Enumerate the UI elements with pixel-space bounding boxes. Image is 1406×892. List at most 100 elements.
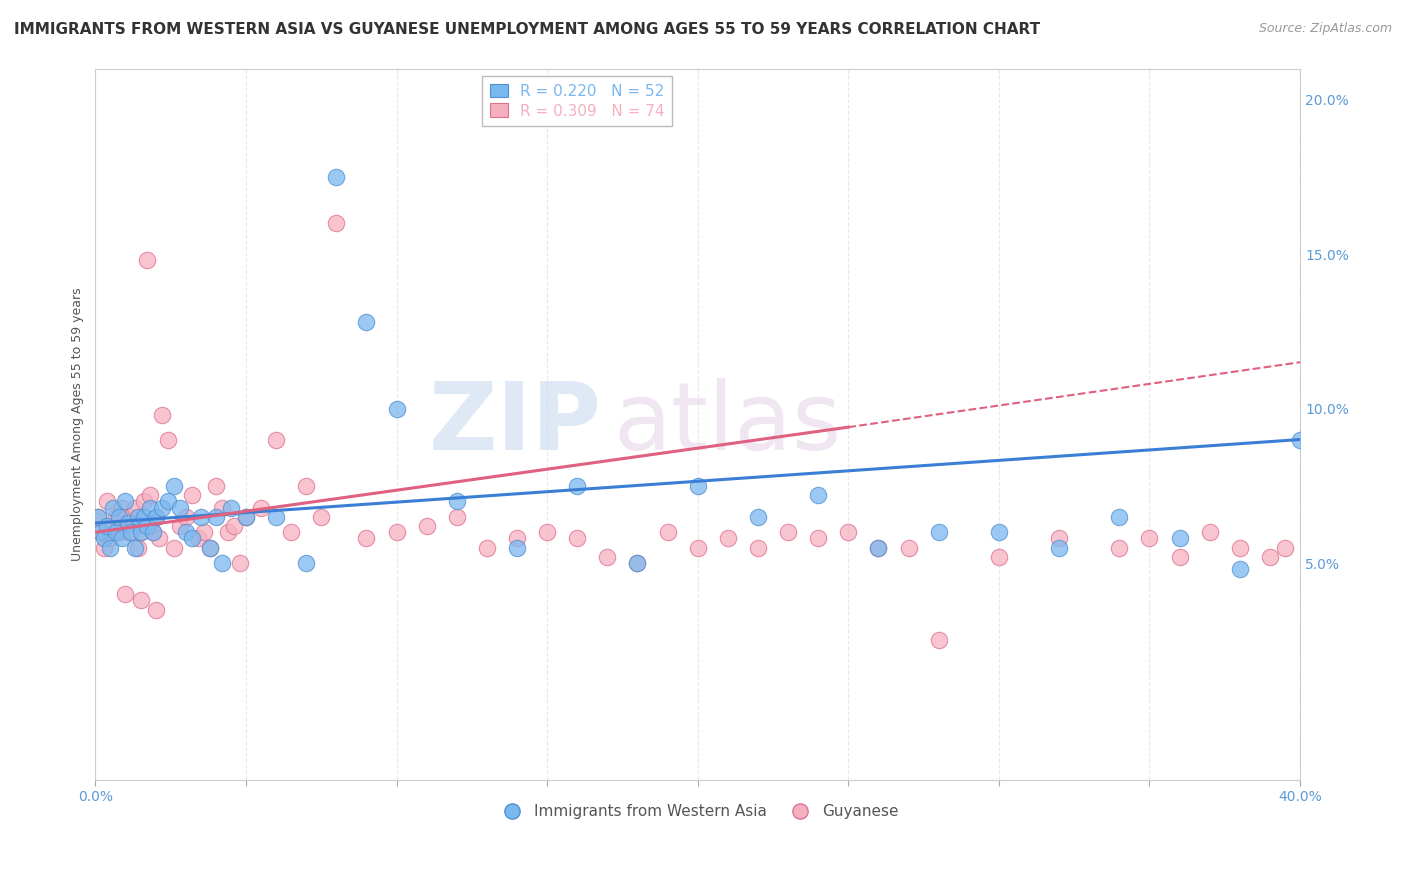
- Point: [1198, 525, 1220, 540]
- Text: atlas: atlas: [613, 378, 842, 470]
- Point: [163, 541, 186, 555]
- Point: [415, 519, 437, 533]
- Point: [686, 541, 709, 555]
- Point: [747, 541, 769, 555]
- Point: [150, 408, 173, 422]
- Point: [446, 494, 468, 508]
- Point: [567, 532, 589, 546]
- Point: [198, 541, 221, 555]
- Point: [198, 541, 221, 555]
- Point: [193, 525, 215, 540]
- Point: [506, 532, 529, 546]
- Point: [356, 532, 378, 546]
- Point: [129, 525, 152, 540]
- Point: [356, 315, 378, 329]
- Point: [325, 216, 347, 230]
- Point: [385, 401, 408, 416]
- Legend: Immigrants from Western Asia, Guyanese: Immigrants from Western Asia, Guyanese: [491, 798, 904, 825]
- Point: [148, 532, 170, 546]
- Point: [145, 602, 167, 616]
- Point: [211, 500, 233, 515]
- Point: [1108, 541, 1130, 555]
- Point: [127, 509, 149, 524]
- Point: [103, 500, 125, 515]
- Point: [105, 525, 128, 540]
- Point: [837, 525, 859, 540]
- Point: [142, 525, 165, 540]
- Point: [205, 509, 228, 524]
- Text: Source: ZipAtlas.com: Source: ZipAtlas.com: [1258, 22, 1392, 36]
- Point: [987, 525, 1010, 540]
- Point: [1229, 541, 1251, 555]
- Point: [90, 525, 112, 540]
- Point: [475, 541, 498, 555]
- Y-axis label: Unemployment Among Ages 55 to 59 years: Unemployment Among Ages 55 to 59 years: [72, 287, 84, 561]
- Point: [129, 593, 152, 607]
- Point: [987, 549, 1010, 564]
- Point: [127, 541, 149, 555]
- Point: [235, 509, 257, 524]
- Text: ZIP: ZIP: [429, 378, 602, 470]
- Point: [1047, 532, 1070, 546]
- Point: [129, 525, 152, 540]
- Point: [190, 509, 212, 524]
- Point: [928, 525, 950, 540]
- Point: [567, 479, 589, 493]
- Point: [280, 525, 302, 540]
- Point: [96, 494, 118, 508]
- Point: [686, 479, 709, 493]
- Point: [897, 541, 920, 555]
- Point: [100, 541, 122, 555]
- Point: [1139, 532, 1161, 546]
- Point: [747, 509, 769, 524]
- Point: [114, 587, 136, 601]
- Point: [145, 509, 167, 524]
- Point: [222, 519, 245, 533]
- Point: [868, 541, 890, 555]
- Point: [309, 509, 332, 524]
- Point: [156, 433, 179, 447]
- Point: [807, 488, 830, 502]
- Point: [928, 633, 950, 648]
- Point: [211, 556, 233, 570]
- Point: [150, 500, 173, 515]
- Point: [132, 509, 155, 524]
- Point: [93, 541, 115, 555]
- Point: [264, 509, 287, 524]
- Point: [111, 532, 134, 546]
- Point: [778, 525, 800, 540]
- Point: [174, 525, 197, 540]
- Point: [117, 525, 139, 540]
- Point: [87, 509, 110, 524]
- Point: [117, 516, 139, 530]
- Text: IMMIGRANTS FROM WESTERN ASIA VS GUYANESE UNEMPLOYMENT AMONG AGES 55 TO 59 YEARS : IMMIGRANTS FROM WESTERN ASIA VS GUYANESE…: [14, 22, 1040, 37]
- Point: [187, 532, 209, 546]
- Point: [295, 479, 318, 493]
- Point: [132, 494, 155, 508]
- Point: [626, 556, 648, 570]
- Point: [295, 556, 318, 570]
- Point: [138, 488, 160, 502]
- Point: [596, 549, 619, 564]
- Point: [446, 509, 468, 524]
- Point: [807, 532, 830, 546]
- Point: [1168, 549, 1191, 564]
- Point: [163, 479, 186, 493]
- Point: [657, 525, 679, 540]
- Point: [264, 433, 287, 447]
- Point: [169, 500, 191, 515]
- Point: [536, 525, 558, 540]
- Point: [114, 509, 136, 524]
- Point: [103, 519, 125, 533]
- Point: [1274, 541, 1296, 555]
- Point: [142, 525, 165, 540]
- Point: [108, 525, 131, 540]
- Point: [205, 479, 228, 493]
- Point: [108, 509, 131, 524]
- Point: [93, 532, 115, 546]
- Point: [124, 500, 146, 515]
- Point: [145, 509, 167, 524]
- Point: [180, 532, 202, 546]
- Point: [717, 532, 740, 546]
- Point: [229, 556, 252, 570]
